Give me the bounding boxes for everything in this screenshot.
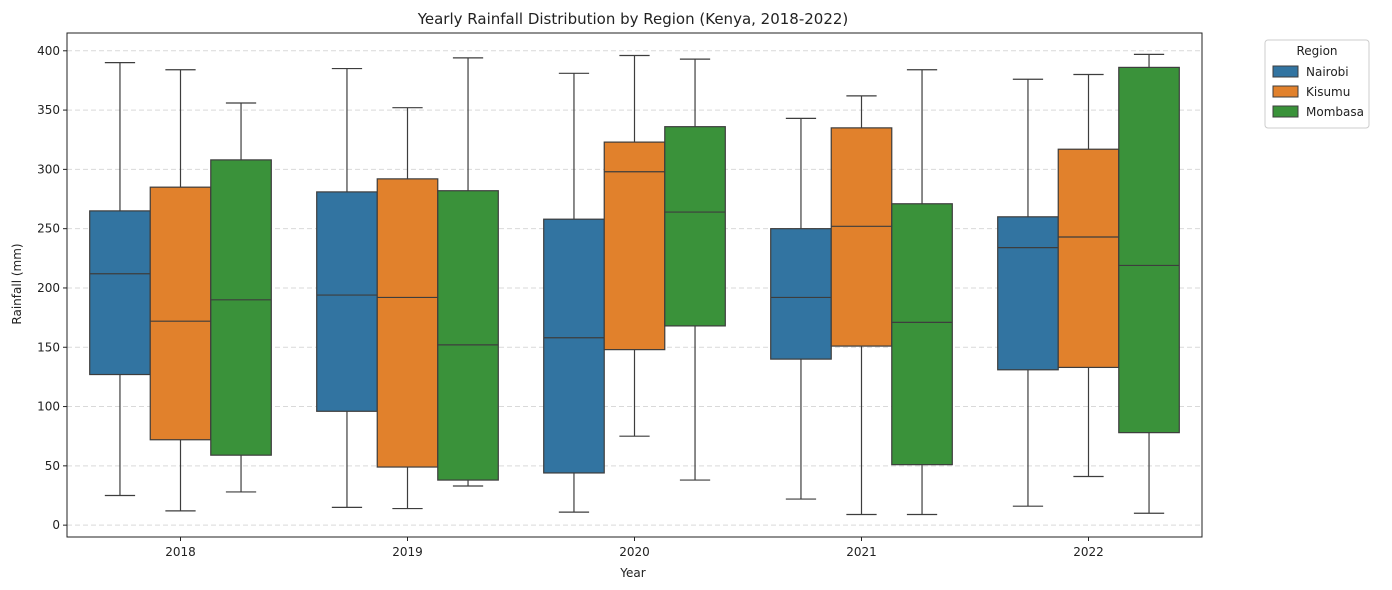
x-axis: 2018 2019 2020 2021 2022 [165, 537, 1104, 559]
y-tick-label: 100 [37, 400, 60, 414]
y-tick-label: 400 [37, 44, 60, 58]
x-tick-label: 2022 [1073, 545, 1104, 559]
iqr-box [316, 191, 378, 412]
iqr-box [891, 203, 953, 466]
x-tick-label: 2021 [846, 545, 877, 559]
y-tick-label: 150 [37, 340, 60, 354]
y-tick-label: 250 [37, 222, 60, 236]
iqr-box [437, 190, 499, 481]
box-kisumu-2021 [830, 95, 893, 516]
chart-title: Yearly Rainfall Distribution by Region (… [417, 10, 849, 28]
box-mombasa-2021 [891, 69, 953, 516]
iqr-box [543, 218, 605, 474]
box-nairobi-2019 [316, 67, 378, 508]
iqr-box [830, 127, 893, 347]
iqr-box [997, 216, 1059, 371]
y-tick-label: 0 [52, 518, 60, 532]
box-nairobi-2022 [997, 78, 1059, 507]
iqr-box [603, 141, 666, 351]
y-axis: 0 50 100 150 200 250 300 350 400 [37, 44, 67, 532]
legend-swatch-nairobi [1272, 65, 1299, 78]
legend-swatch-kisumu [1272, 85, 1299, 98]
iqr-box [1057, 148, 1120, 369]
legend-label-mombasa: Mombasa [1306, 105, 1364, 119]
box-kisumu-2020 [603, 54, 666, 437]
legend-label-nairobi: Nairobi [1306, 65, 1349, 79]
iqr-box [89, 210, 151, 376]
iqr-box [210, 159, 272, 456]
iqr-box [1118, 66, 1180, 434]
y-tick-label: 50 [45, 459, 60, 473]
box-kisumu-2019 [376, 107, 439, 510]
y-axis-label: Rainfall (mm) [10, 243, 24, 324]
box-kisumu-2022 [1057, 73, 1120, 478]
y-tick-label: 200 [37, 281, 60, 295]
box-nairobi-2021 [770, 117, 832, 500]
iqr-box [149, 186, 212, 441]
box-plot-boxes [89, 53, 1180, 516]
box-kisumu-2018 [149, 69, 212, 512]
legend-swatch-mombasa [1272, 105, 1299, 118]
x-axis-label: Year [619, 566, 645, 580]
iqr-box [770, 228, 832, 360]
legend: Region Nairobi Kisumu Mombasa [1264, 39, 1370, 129]
box-nairobi-2018 [89, 62, 151, 497]
iqr-box [664, 126, 726, 327]
box-mombasa-2018 [210, 102, 272, 493]
y-tick-label: 300 [37, 162, 60, 176]
x-tick-label: 2019 [392, 545, 423, 559]
box-mombasa-2020 [664, 58, 726, 481]
box-mombasa-2022 [1118, 53, 1180, 514]
y-tick-label: 350 [37, 103, 60, 117]
iqr-box [376, 178, 439, 468]
box-nairobi-2020 [543, 72, 605, 513]
legend-title: Region [1296, 44, 1337, 58]
x-tick-label: 2018 [165, 545, 196, 559]
x-tick-label: 2020 [619, 545, 650, 559]
legend-label-kisumu: Kisumu [1306, 85, 1350, 99]
box-mombasa-2019 [437, 57, 499, 487]
